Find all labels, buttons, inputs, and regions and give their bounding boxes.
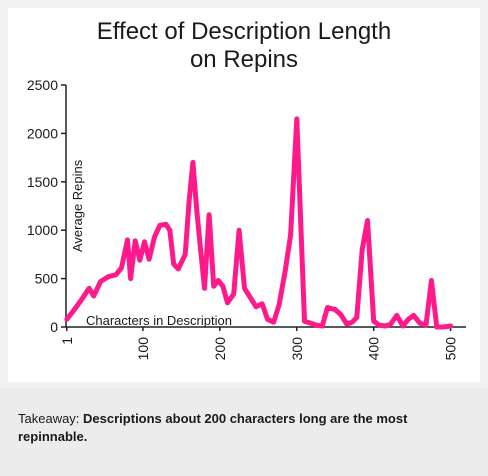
data-point [417,320,422,326]
series-line-average-repins [64,116,454,330]
y-tick-label: 2500 [27,77,58,93]
data-point [198,247,203,252]
x-tick-label: 100 [135,337,151,361]
data-point [325,305,330,310]
data-point [194,208,199,213]
data-point [231,291,236,297]
y-ticks: 0 500 1000 1500 2000 2500 [27,77,66,335]
data-point [119,265,124,271]
y-axis-label: Average Repins [70,159,85,252]
data-point [64,317,70,322]
y-tick-label: 0 [50,319,58,335]
data-point [167,228,172,233]
data-point [171,261,176,267]
data-point [365,218,370,223]
data-point [79,297,84,303]
data-point [206,212,212,217]
x-axis: 1 100 200 300 400 500 [59,326,466,360]
data-point [265,317,270,322]
data-point [163,222,169,227]
data-point [406,317,411,322]
y-axis: 0 500 1000 1500 2000 2500 [27,77,67,335]
line-chart: 0 500 1000 1500 2000 2500 1 100 200 300 400 500 Av… [27,77,466,360]
y-tick-label: 2000 [27,125,58,141]
data-point [128,276,133,281]
data-point [236,228,242,233]
data-point [225,300,230,305]
data-point [276,302,282,307]
data-point [253,304,259,309]
data-point [260,301,265,306]
data-point [429,278,434,283]
x-tick-label: 300 [289,337,305,361]
x-tick-label: 500 [443,337,459,361]
data-point [371,319,376,324]
takeaway-label: Takeaway: [18,411,84,426]
data-point [133,238,138,243]
data-point [320,323,325,329]
data-point [271,320,276,325]
data-point [440,324,446,330]
data-point [152,234,157,240]
data-point [216,278,221,283]
data-point [338,312,343,317]
data-point [360,247,365,252]
data-point [423,322,429,328]
data-point [394,313,399,318]
y-tick-label: 1000 [27,222,58,238]
data-point [242,286,247,291]
takeaway-text: Takeaway: Descriptions about 200 charact… [18,410,468,446]
data-point [248,295,253,301]
x-ticks: 1 100 200 300 400 500 [59,327,459,360]
x-axis-label: Characters in Description [86,313,232,328]
data-point [388,321,393,327]
chart-title: Effect of Description Length on Repins [8,18,480,74]
data-point [113,272,119,277]
data-point [333,307,338,312]
data-point [211,284,216,289]
data-point [98,279,103,284]
data-point [220,284,226,289]
y-tick-label: 500 [35,271,59,287]
data-point [288,232,293,238]
data-point [411,313,416,318]
data-point [190,160,196,165]
chart-title-line-2: on Repins [189,46,299,73]
x-tick-label: 400 [366,337,382,361]
x-tick-label: 1 [59,337,75,345]
chart-title-line-1: Effect of Description Length [96,18,392,45]
data-point [176,266,181,272]
data-point [183,252,188,257]
data-point [283,268,288,274]
data-point [125,237,130,243]
takeaway-panel [0,388,488,476]
data-point [186,199,192,204]
data-point [106,274,111,279]
data-point [302,319,307,324]
data-point [350,320,355,325]
data-point [383,323,388,329]
data-point [376,322,382,328]
takeaway-message: Descriptions about 200 characters long a… [18,411,408,444]
series-points [64,116,453,330]
data-point [434,324,439,330]
data-point [294,116,299,122]
data-point [400,323,406,329]
data-point [354,315,359,320]
data-point [91,293,96,299]
data-point [308,320,313,326]
data-point [344,321,349,327]
data-point [202,286,207,291]
y-tick-label: 1500 [27,174,58,190]
data-point [142,239,147,244]
data-point [146,257,152,262]
data-point [137,258,142,263]
data-point [313,322,319,328]
data-point [448,323,453,329]
data-point [71,308,76,313]
x-tick-label: 200 [212,337,228,361]
data-point [86,286,92,291]
data-point [157,223,162,228]
